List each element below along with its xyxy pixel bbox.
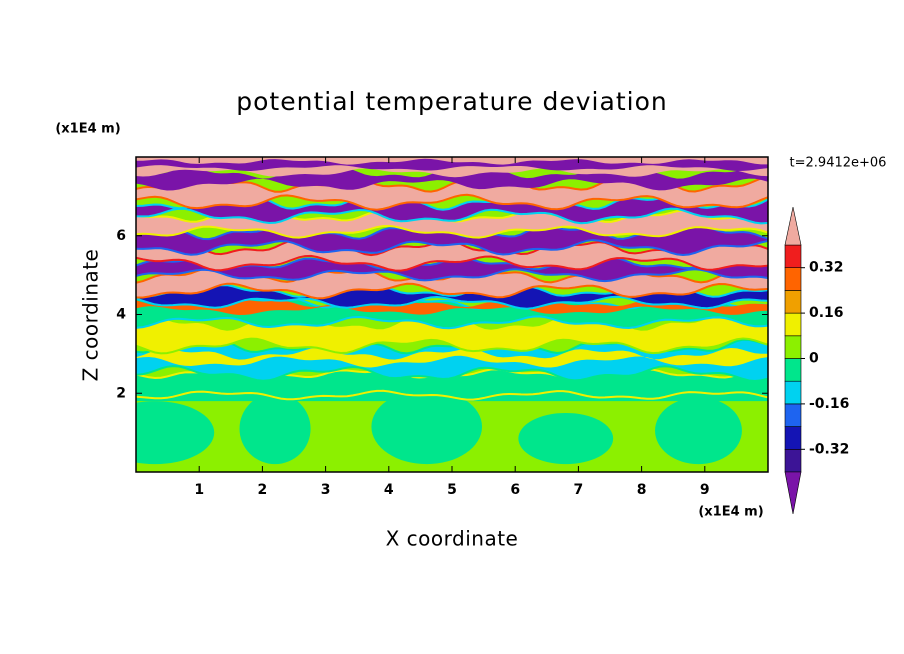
y-axis-label: Z coordinate — [79, 249, 103, 382]
colorbar-extend-high — [784, 206, 802, 246]
colorbar-swatch — [784, 244, 802, 269]
x-tick-label: 7 — [574, 482, 584, 498]
contour-region — [136, 368, 768, 401]
colorbar-swatch — [784, 335, 802, 359]
colorbar-swatch — [784, 403, 802, 427]
contour-region — [371, 389, 483, 465]
colorbar-tick-label: 0 — [809, 351, 819, 367]
y-tick-label: 6 — [116, 228, 126, 244]
contour-region — [239, 393, 311, 465]
colorbar-swatch — [784, 380, 802, 405]
x-unit: (x1E4 m) — [698, 505, 763, 520]
time-label: t=2.9412e+06 — [790, 156, 887, 171]
contour-region — [136, 401, 215, 465]
y-tick-label: 2 — [116, 385, 126, 401]
contour-region — [136, 347, 768, 368]
x-tick-label: 2 — [258, 482, 268, 498]
colorbar-swatch — [784, 448, 802, 473]
y-tick-label: 4 — [116, 307, 126, 323]
colorbar-tick-label: 0.32 — [809, 260, 844, 276]
contour-field — [136, 157, 768, 472]
colorbar-swatch — [784, 358, 802, 382]
x-tick-label: 9 — [700, 482, 710, 498]
colorbar-extend-low — [784, 471, 802, 515]
contour-region — [655, 397, 742, 465]
x-tick-label: 6 — [510, 482, 520, 498]
x-tick-label: 3 — [321, 482, 331, 498]
colorbar-tick-label: 0.16 — [809, 305, 844, 321]
x-tick-label: 4 — [384, 482, 394, 498]
colorbar-swatch — [784, 267, 802, 291]
contour-region — [136, 158, 768, 171]
x-tick-label: 8 — [637, 482, 647, 498]
colorbar-tick-label: -0.16 — [809, 396, 849, 412]
colorbar-tick-label: -0.32 — [809, 441, 849, 457]
x-tick-label: 5 — [447, 482, 457, 498]
x-tick-label: 1 — [194, 482, 204, 498]
contour-region — [518, 412, 614, 465]
chart-title: potential temperature deviation — [236, 87, 667, 116]
contour-region — [136, 209, 768, 239]
colorbar-swatch — [784, 312, 802, 337]
y-unit: (x1E4 m) — [55, 122, 120, 137]
x-axis-label: X coordinate — [386, 527, 519, 551]
colorbar-swatch — [784, 426, 802, 450]
contour-region — [136, 298, 768, 315]
colorbar-swatch — [784, 290, 802, 314]
